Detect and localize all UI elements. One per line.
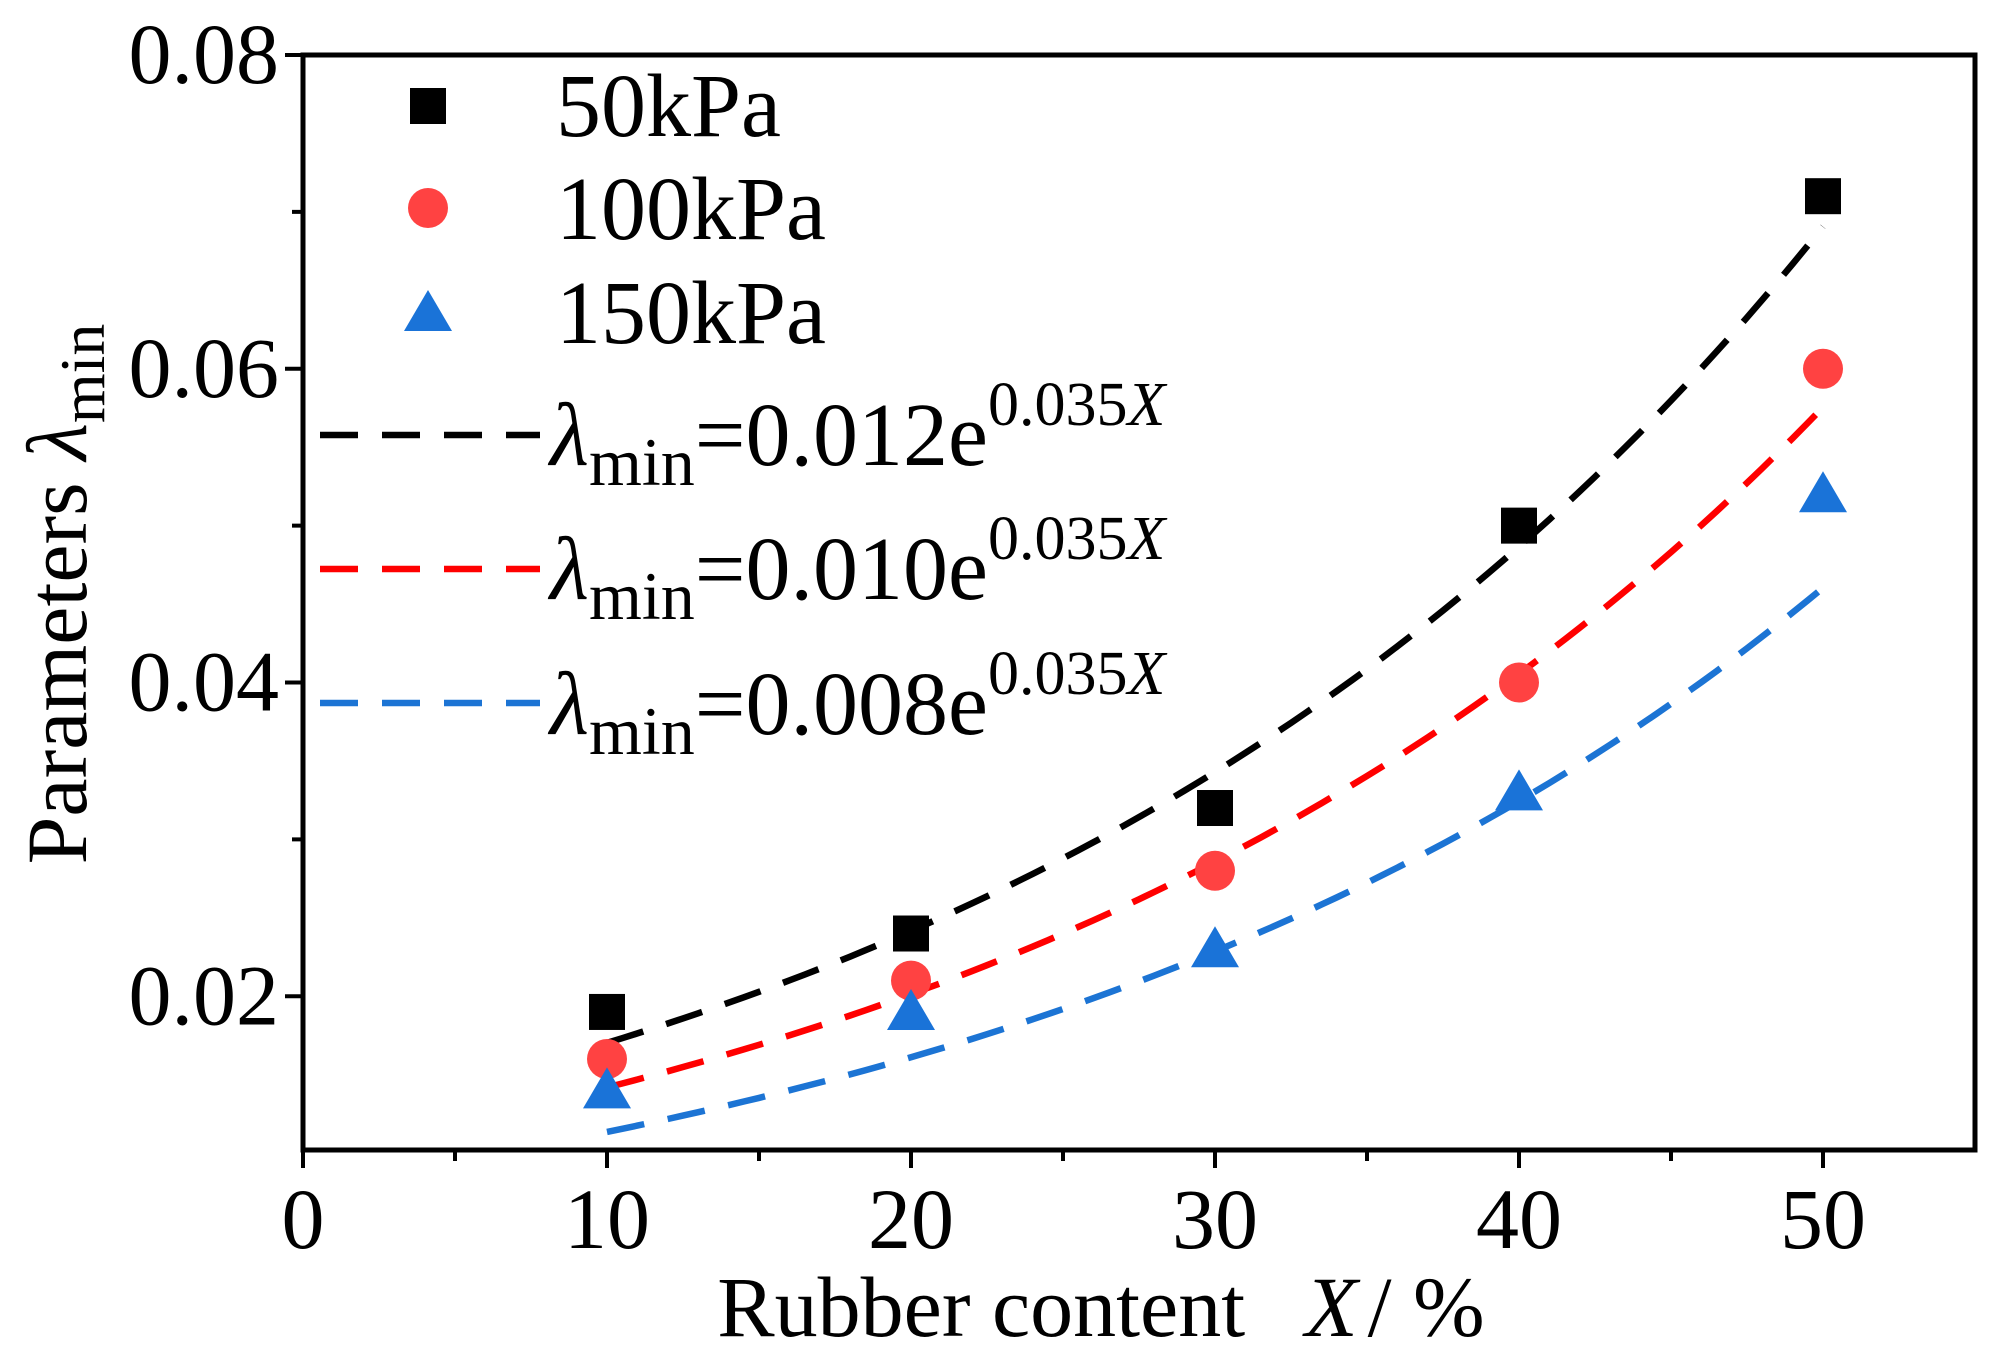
legend-fit-label-150kpa: λmin=0.008e0.035X: [547, 640, 1167, 769]
y-axis-symbol: λ: [9, 423, 105, 463]
x-tick-label: 40: [1476, 1171, 1562, 1267]
y-tick-label: 0.06: [129, 320, 280, 416]
fit-equation: =0.012e: [695, 386, 988, 485]
point-150kpa-3: [1191, 926, 1239, 968]
legend-fit-label-100kpa: λmin=0.010e0.035X: [547, 505, 1167, 634]
y-axis-title: Parameters λmin: [9, 324, 118, 865]
fit-subscript: min: [589, 693, 695, 769]
fit-subscript: min: [589, 558, 695, 634]
y-tick-label: 0.04: [129, 634, 280, 730]
legend-label-50kpa: 50kPa: [556, 57, 781, 156]
point-150kpa-1: [583, 1067, 631, 1109]
fit-subscript: min: [589, 424, 695, 500]
legend-marker-150kpa: [404, 290, 452, 331]
fit-symbol: λ: [547, 520, 589, 619]
legend: 50kPa 100kPa 150kPa λmin=0.012e0.035X λm…: [320, 57, 1167, 769]
plot-frame: [300, 52, 1978, 1153]
fit-curve-50kpa: [606, 224, 1826, 1047]
point-100kpa-3: [1195, 850, 1235, 891]
x-tick-label: 30: [1172, 1171, 1258, 1267]
x-tick-label: 0: [282, 1171, 325, 1267]
axis-ticks: 0 10 20 30 40 50 0.02 0.04 0.06 0.08: [129, 6, 1867, 1267]
legend-label-100kpa: 100kPa: [556, 160, 826, 259]
point-100kpa-4: [1499, 662, 1539, 703]
x-axis-title-text: Rubber content: [717, 1259, 1245, 1355]
legend-marker-50kpa: [410, 88, 446, 124]
point-50kpa-4: [1501, 507, 1537, 544]
fit-exponent-variable: X: [1124, 371, 1167, 439]
x-tick-label: 10: [564, 1171, 650, 1267]
point-50kpa-1: [589, 993, 625, 1030]
point-100kpa-1: [587, 1039, 627, 1080]
legend-label-150kpa: 150kPa: [556, 264, 826, 363]
x-axis-unit: / %: [1368, 1259, 1485, 1355]
point-150kpa-2: [887, 988, 935, 1030]
fit-equation: =0.008e: [695, 655, 988, 754]
point-50kpa-5: [1805, 178, 1841, 215]
point-150kpa-4: [1495, 769, 1543, 811]
y-tick-label: 0.08: [129, 6, 280, 102]
legend-fit-label-50kpa: λmin=0.012e0.035X: [547, 371, 1167, 500]
point-50kpa-2: [893, 915, 929, 952]
y-axis-title-text: Parameters: [9, 482, 105, 864]
fit-exponent: 0.035: [988, 371, 1128, 439]
fit-equation: =0.010e: [695, 520, 988, 619]
fit-exponent: 0.035: [988, 505, 1128, 573]
y-tick-label: 0.02: [129, 947, 280, 1043]
fit-symbol: λ: [547, 655, 589, 754]
data-points: [583, 178, 1847, 1109]
point-100kpa-2: [891, 960, 931, 1001]
x-axis-variable: X: [1302, 1259, 1361, 1355]
point-50kpa-3: [1197, 790, 1233, 827]
fit-exponent-variable: X: [1124, 505, 1167, 573]
x-tick-label: 50: [1780, 1171, 1866, 1267]
x-tick-label: 20: [868, 1171, 954, 1267]
point-150kpa-5: [1799, 471, 1847, 513]
y-axis-subscript: min: [47, 324, 118, 424]
fit-exponent: 0.035: [988, 640, 1128, 708]
legend-marker-100kpa: [408, 188, 448, 228]
fit-symbol: λ: [547, 386, 589, 485]
x-axis-title: Rubber content X / %: [717, 1259, 1484, 1355]
point-100kpa-5: [1803, 348, 1843, 389]
fit-exponent-variable: X: [1124, 640, 1167, 708]
